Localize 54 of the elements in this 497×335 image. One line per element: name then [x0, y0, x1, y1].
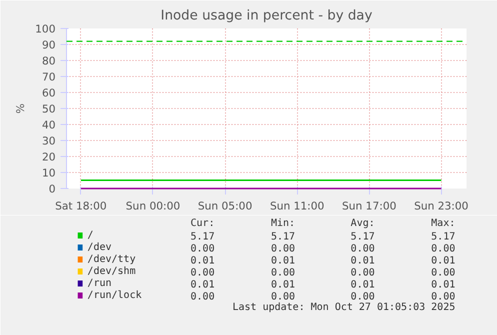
y-tick-label: 60: [42, 86, 56, 100]
x-tick-label: Sat 18:00: [55, 200, 107, 212]
y-axis-title: %: [14, 103, 28, 114]
y-tick-label: 100: [35, 22, 56, 36]
text: 0.00: [431, 268, 456, 278]
text: 0.00: [350, 244, 375, 254]
text: Max:: [431, 218, 456, 229]
text: 5.17: [350, 232, 375, 242]
text: 0.00: [270, 292, 296, 302]
legend-label: /dev/shm: [87, 266, 136, 277]
text: Last update: Mon Oct 27 01:05:03 2025: [232, 302, 456, 313]
text: 0.00: [270, 268, 296, 278]
text: Avg:: [350, 218, 375, 229]
text: 0.01: [350, 280, 375, 290]
y-tick-label: 0: [48, 182, 56, 196]
text: 0.00: [270, 244, 296, 254]
text: 0.00: [350, 268, 375, 278]
text: 0.00: [431, 292, 456, 302]
x-tick-label: Sun 11:00: [270, 200, 325, 212]
text: 0.01: [270, 280, 296, 290]
x-tick-label: Sun 17:00: [342, 200, 397, 212]
text: 0.01: [350, 256, 375, 266]
y-tick-label: 20: [42, 150, 56, 164]
text: 5.17: [431, 232, 456, 242]
y-tick-label: 90: [42, 38, 56, 52]
text: 0.01: [190, 280, 215, 290]
y-tick-label: 40: [42, 118, 56, 132]
text: 5.17: [190, 232, 215, 242]
legend-label: /run: [87, 278, 112, 289]
x-tick-label: Sun 00:00: [126, 200, 180, 212]
x-tick-label: Sun 23:00: [414, 200, 469, 212]
text: 0.01: [431, 256, 456, 266]
x-tick-label: Sun 05:00: [198, 200, 252, 212]
y-tick-label: 10: [42, 166, 56, 180]
y-tick-label: 30: [42, 134, 56, 148]
y-tick-label: 80: [42, 54, 56, 68]
text: 0.01: [190, 256, 215, 266]
text: 0.01: [270, 256, 296, 266]
text: Min:: [270, 218, 296, 229]
text: 0.00: [431, 244, 456, 254]
text: Cur:: [190, 218, 215, 229]
text: 5.17: [270, 232, 296, 242]
legend-label: /run/lock: [87, 290, 142, 301]
chart-title: Inode usage in percent - by day: [160, 8, 372, 24]
y-tick-label: 70: [42, 70, 56, 84]
text: 0.00: [190, 268, 215, 278]
legend-label: /dev: [87, 242, 112, 253]
legend-label: /dev/tty: [87, 254, 136, 265]
text: 0.00: [190, 244, 215, 254]
text: 0.00: [350, 292, 375, 302]
y-tick-label: 50: [42, 102, 56, 116]
legend-label: /: [87, 230, 94, 241]
text: 0.01: [431, 280, 456, 290]
text: 0.00: [190, 292, 215, 302]
